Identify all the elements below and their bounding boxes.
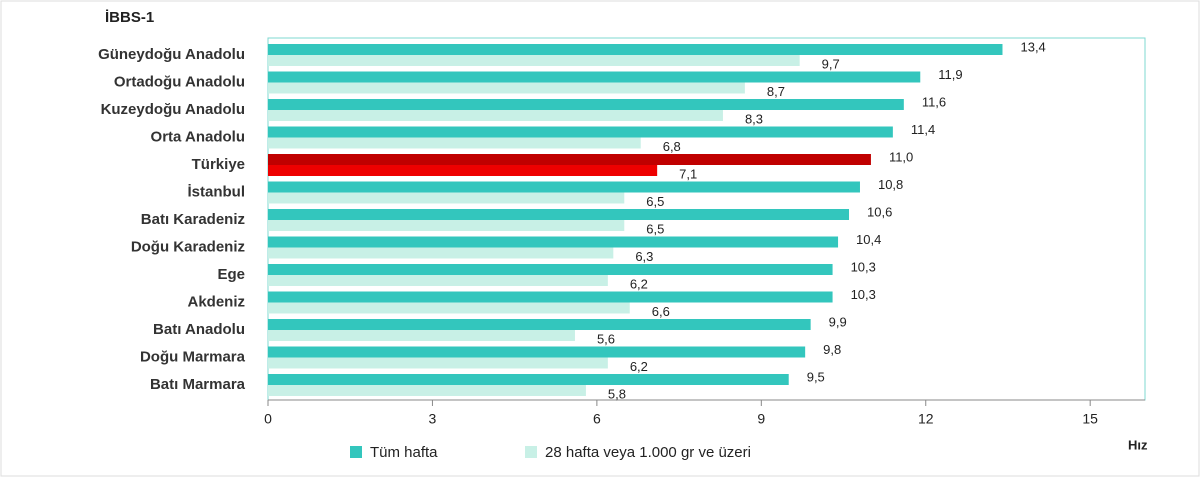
- category-label: Kuzeydoğu Anadolu: [101, 101, 245, 118]
- legend-swatch: [350, 446, 362, 458]
- bar: [268, 220, 625, 231]
- category-label: Doğu Marmara: [140, 348, 246, 365]
- bar: [268, 236, 839, 248]
- bar: [268, 264, 833, 275]
- value-label: 10,8: [878, 177, 903, 192]
- value-label: 9,8: [823, 342, 841, 357]
- category-label: Batı Karadeniz: [141, 211, 245, 228]
- value-label: 9,5: [807, 369, 825, 384]
- x-axis-label: Hız: [1128, 437, 1148, 452]
- bar: [268, 319, 811, 330]
- bar: [268, 192, 625, 204]
- category-label: Orta Anadolu: [151, 128, 245, 145]
- value-label: 11,9: [938, 67, 962, 82]
- category-label: Batı Marmara: [150, 376, 246, 393]
- bar: [268, 126, 893, 138]
- bar: [268, 247, 614, 259]
- legend-swatch: [525, 446, 537, 458]
- value-label: 10,3: [851, 287, 876, 302]
- bar: [268, 110, 723, 121]
- value-label: 13,4: [1020, 39, 1045, 54]
- value-label: 6,5: [646, 221, 664, 236]
- value-label: 6,3: [635, 249, 653, 264]
- value-label: 11,0: [889, 149, 913, 164]
- value-label: 6,2: [630, 276, 648, 291]
- category-label: Ortadoğu Anadolu: [114, 73, 245, 90]
- bar: [268, 374, 789, 385]
- x-tick-label: 0: [264, 411, 272, 427]
- value-label: 5,8: [608, 386, 626, 401]
- bar: [268, 346, 806, 358]
- value-label: 10,4: [856, 232, 881, 247]
- bar: [268, 137, 641, 149]
- bar: [268, 385, 586, 396]
- value-label: 8,3: [745, 111, 763, 126]
- bar: [268, 302, 630, 314]
- value-label: 7,1: [679, 166, 697, 181]
- category-label: Doğu Karadeniz: [131, 238, 245, 255]
- category-label: Türkiye: [192, 156, 245, 173]
- bar: [268, 165, 658, 176]
- category-label: Ege: [217, 266, 245, 283]
- bar: [268, 71, 921, 83]
- bar: [268, 357, 608, 369]
- category-label: İstanbul: [187, 183, 245, 200]
- value-label: 6,5: [646, 194, 664, 209]
- value-label: 6,6: [652, 304, 670, 319]
- bar: [268, 275, 608, 286]
- x-tick-label: 15: [1082, 411, 1098, 427]
- value-label: 5,6: [597, 331, 615, 346]
- legend-label: 28 hafta veya 1.000 gr ve üzeri: [545, 444, 751, 461]
- bar: [268, 154, 871, 165]
- value-label: 10,6: [867, 204, 892, 219]
- value-label: 10,3: [851, 259, 876, 274]
- x-tick-label: 9: [757, 411, 765, 427]
- value-label: 9,9: [829, 314, 847, 329]
- category-label: Güneydoğu Anadolu: [98, 46, 245, 63]
- bar: [268, 82, 745, 94]
- value-label: 8,7: [767, 84, 785, 99]
- bar: [268, 181, 860, 193]
- x-tick-label: 12: [918, 411, 934, 427]
- category-label: Akdeniz: [187, 293, 245, 310]
- value-label: 11,4: [911, 122, 935, 137]
- x-tick-label: 3: [429, 411, 437, 427]
- category-label: Batı Anadolu: [153, 321, 245, 338]
- bar: [268, 44, 1003, 55]
- chart-title: İBBS-1: [105, 9, 154, 26]
- bar: [268, 99, 904, 110]
- legend-label: Tüm hafta: [370, 444, 438, 461]
- value-label: 6,8: [663, 139, 681, 154]
- bar: [268, 291, 833, 303]
- value-label: 11,6: [922, 94, 946, 109]
- value-label: 9,7: [822, 56, 840, 71]
- value-label: 6,2: [630, 359, 648, 374]
- bar: [268, 55, 800, 66]
- bar: [268, 209, 850, 220]
- bar: [268, 330, 575, 341]
- x-tick-label: 6: [593, 411, 601, 427]
